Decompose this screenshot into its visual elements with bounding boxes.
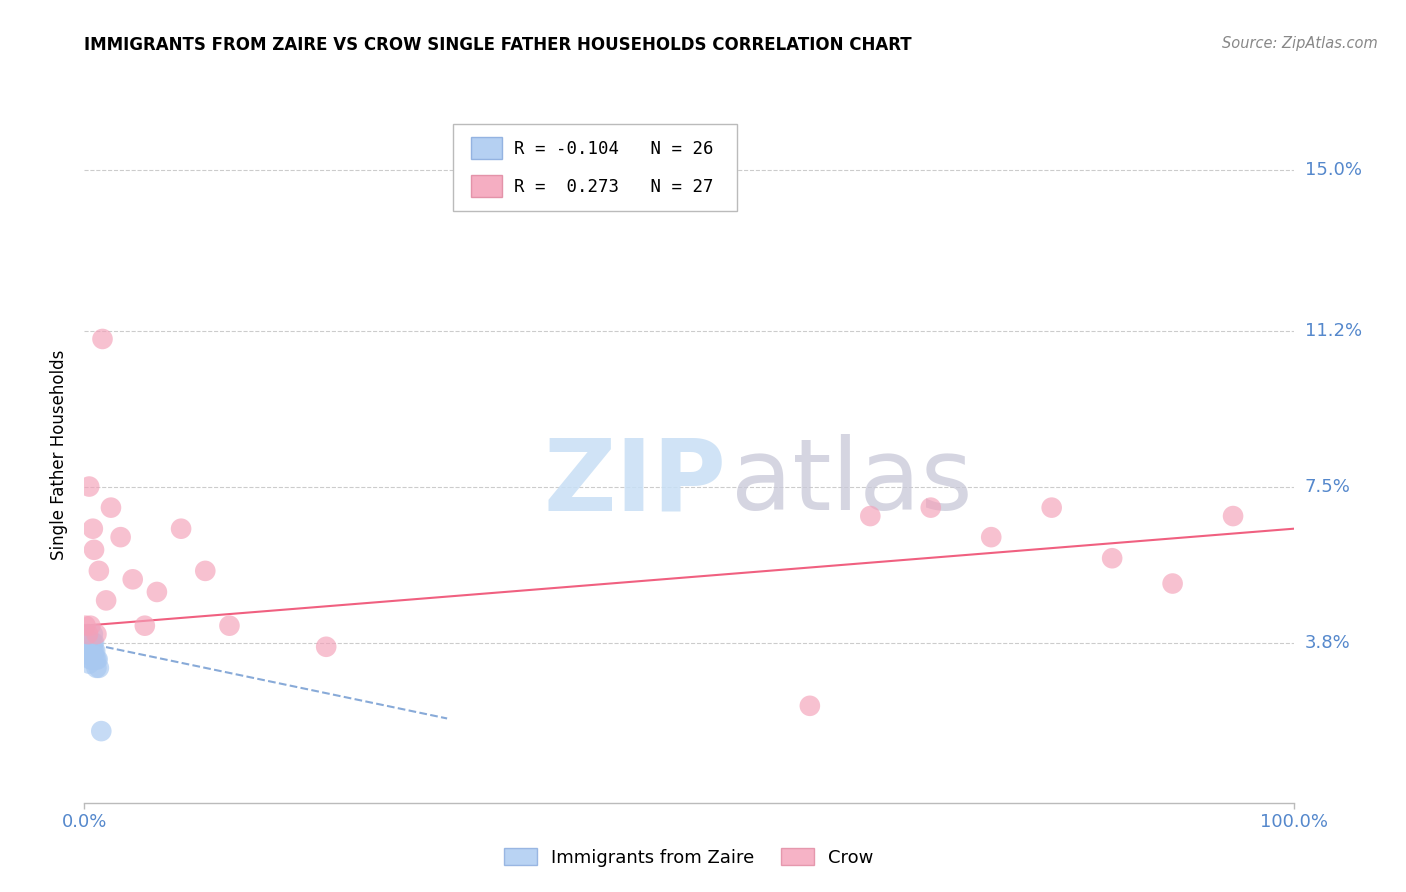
- Point: [75, 627, 97, 641]
- Point: [84, 644, 107, 658]
- Point: [1222, 509, 1244, 524]
- Point: [79, 618, 101, 632]
- Point: [315, 640, 337, 654]
- Point: [86, 661, 108, 675]
- Point: [82, 627, 104, 641]
- Text: Source: ZipAtlas.com: Source: ZipAtlas.com: [1222, 36, 1378, 51]
- Point: [83, 542, 105, 557]
- Point: [77, 640, 100, 654]
- Point: [859, 509, 882, 524]
- Point: [194, 564, 217, 578]
- FancyBboxPatch shape: [453, 124, 737, 211]
- Point: [100, 500, 122, 515]
- Point: [77, 627, 100, 641]
- Point: [79, 652, 101, 666]
- Point: [90, 724, 112, 739]
- Point: [77, 479, 100, 493]
- Point: [86, 652, 108, 666]
- Point: [79, 635, 101, 649]
- Y-axis label: Single Father Households: Single Father Households: [51, 350, 69, 560]
- Point: [121, 572, 143, 586]
- Point: [980, 530, 1002, 544]
- Point: [94, 593, 117, 607]
- Point: [77, 635, 100, 649]
- Point: [77, 657, 100, 671]
- Point: [86, 652, 108, 666]
- Point: [82, 644, 104, 658]
- Point: [920, 500, 942, 515]
- Point: [87, 564, 110, 578]
- Point: [83, 644, 105, 658]
- Point: [86, 627, 108, 641]
- Point: [84, 652, 107, 666]
- Bar: [471, 137, 502, 159]
- Point: [80, 652, 103, 666]
- Text: 15.0%: 15.0%: [1305, 161, 1361, 179]
- Point: [1101, 551, 1123, 566]
- Point: [1040, 500, 1063, 515]
- Point: [799, 698, 821, 713]
- Text: 7.5%: 7.5%: [1305, 477, 1351, 496]
- Text: atlas: atlas: [731, 434, 973, 532]
- Text: 11.2%: 11.2%: [1305, 321, 1362, 340]
- Text: R =  0.273   N = 27: R = 0.273 N = 27: [513, 178, 713, 196]
- Point: [82, 522, 104, 536]
- Point: [91, 332, 114, 346]
- Point: [110, 530, 132, 544]
- Bar: [471, 175, 502, 197]
- Point: [87, 661, 110, 675]
- Point: [218, 618, 240, 632]
- Text: ZIP: ZIP: [544, 434, 727, 532]
- Point: [134, 618, 156, 632]
- Text: 3.8%: 3.8%: [1305, 633, 1350, 651]
- Point: [76, 635, 98, 649]
- Point: [76, 640, 98, 654]
- Point: [80, 640, 103, 654]
- Legend: Immigrants from Zaire, Crow: Immigrants from Zaire, Crow: [496, 840, 882, 874]
- Point: [77, 644, 100, 658]
- Point: [80, 644, 103, 658]
- Point: [146, 585, 169, 599]
- Point: [83, 635, 105, 649]
- Point: [170, 522, 193, 536]
- Text: IMMIGRANTS FROM ZAIRE VS CROW SINGLE FATHER HOUSEHOLDS CORRELATION CHART: IMMIGRANTS FROM ZAIRE VS CROW SINGLE FAT…: [84, 36, 912, 54]
- Point: [1161, 576, 1184, 591]
- Point: [75, 618, 97, 632]
- Text: R = -0.104   N = 26: R = -0.104 N = 26: [513, 140, 713, 158]
- Point: [77, 648, 100, 663]
- Point: [79, 644, 101, 658]
- Point: [82, 635, 104, 649]
